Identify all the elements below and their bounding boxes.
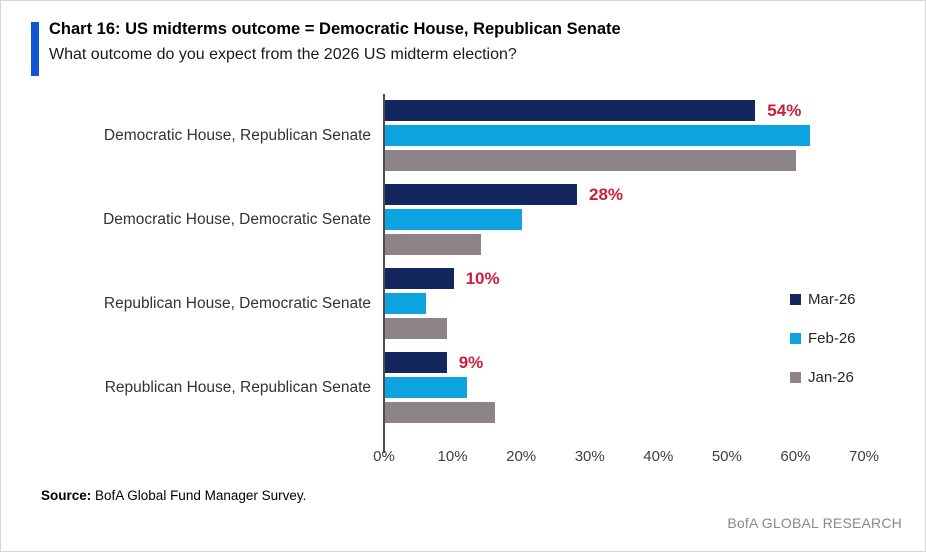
legend-label: Jan-26 [808,369,854,386]
bar-row [385,402,495,423]
category-bars: 54% [385,100,811,175]
bar-feb-26 [385,209,523,230]
bar-jan-26 [385,234,481,255]
value-label: 9% [458,352,484,372]
bar-row [385,125,811,146]
x-axis-tick-label: 20% [506,448,537,465]
category-bars: 28% [385,184,623,259]
category-group: Democratic House, Democratic Senate 28% [1,178,925,262]
bar-mar-26 [385,184,577,205]
bar-row: 9% [385,352,495,373]
title-accent-bar [31,22,39,76]
category-label: Republican House, Republican Senate [104,379,371,396]
x-axis-tick-label: 30% [574,448,605,465]
x-axis-tick-label: 40% [643,448,674,465]
source-text: BofA Global Fund Manager Survey. [91,488,307,503]
bar-feb-26 [385,377,468,398]
bar-row: 10% [385,268,500,289]
bar-mar-26 [385,100,756,121]
category-group: Republican House, Republican Senate 9% [1,346,925,430]
category-label: Democratic House, Republican Senate [103,127,371,144]
value-label: 28% [589,184,624,204]
bar-feb-26 [385,125,811,146]
x-axis: 0% 10% 20% 30% 40% 50% 60% 70% [1,448,925,470]
category-group: Republican House, Democratic Senate 10% [1,262,925,346]
bar-mar-26 [385,268,454,289]
x-axis-tick-label: 70% [848,448,880,465]
y-axis-line [383,94,385,453]
category-group: Democratic House, Republican Senate 54% [1,94,925,178]
category-bars: 9% [385,352,495,427]
bar-row [385,209,623,230]
bar-row: 54% [385,100,810,121]
legend-item-mar-26: Mar-26 [790,290,856,309]
legend-label: Mar-26 [808,291,856,308]
bar-row [385,234,623,255]
category-label: Republican House, Democratic Senate [103,295,371,312]
bar-jan-26 [385,318,447,339]
x-axis-tick-label: 60% [780,448,811,465]
value-label: 54% [767,100,802,120]
source-label: Source: [41,488,92,503]
bar-jan-26 [385,150,797,171]
bar-row [385,377,495,398]
category-bars: 10% [385,268,500,343]
bar-chart: Democratic House, Republican Senate 54% De… [1,94,925,465]
source-note: Source: BofA Global Fund Manager Survey. [41,488,306,503]
x-axis-tick-label: 0% [373,448,395,465]
brand-mark: BofA GLOBAL RESEARCH [727,515,902,531]
bar-row [385,293,500,314]
value-label: 10% [465,268,500,288]
x-axis-tick-label: 10% [437,448,468,465]
legend-swatch-icon [790,333,801,344]
legend-label: Feb-26 [808,330,856,347]
legend-swatch-icon [790,372,801,383]
chart-legend: Mar-26 Feb-26 Jan-26 [790,290,856,407]
bar-row [385,150,810,171]
bar-mar-26 [385,352,447,373]
legend-item-feb-26: Feb-26 [790,329,856,348]
legend-item-jan-26: Jan-26 [790,368,856,387]
category-label: Democratic House, Democratic Senate [103,211,371,228]
x-axis-tick-label: 50% [711,448,742,465]
bar-row: 28% [385,184,623,205]
chart-subtitle: What outcome do you expect from the 2026… [49,46,517,63]
bar-row [385,318,500,339]
bar-feb-26 [385,293,427,314]
chart-title: Chart 16: US midterms outcome = Democrat… [49,20,621,38]
legend-swatch-icon [790,294,801,305]
bar-jan-26 [385,402,495,423]
